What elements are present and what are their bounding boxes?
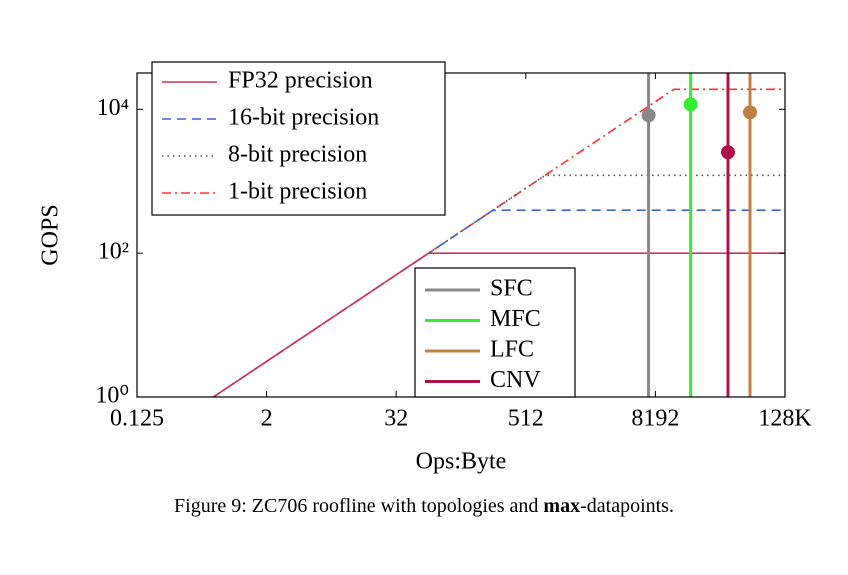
legend-label: CNV (490, 367, 541, 393)
caption-text: -datapoints. (580, 495, 674, 517)
x-tick-label: 2 (261, 406, 273, 432)
legend-label: 16-bit precision (228, 105, 379, 131)
datapoint (720, 145, 735, 160)
caption: Figure 9: ZC706 roofline with topologies… (174, 495, 674, 517)
x-tick-label: 8192 (631, 406, 679, 432)
datapoint (743, 105, 758, 120)
legend-label: FP32 precision (228, 68, 373, 94)
x-tick-label: 128K (758, 406, 812, 432)
x-tick-label: 32 (384, 406, 408, 432)
x-tick-label: 512 (508, 406, 544, 432)
legend-label: 1-bit precision (228, 179, 367, 205)
y-tick-label: 10⁰ (95, 383, 129, 409)
legend-label: 8-bit precision (228, 142, 367, 168)
caption-text: max (543, 495, 580, 517)
legend-label: SFC (490, 276, 533, 302)
x-axis-title: Ops:Byte (416, 449, 507, 475)
y-tick-label: 10² (98, 239, 129, 265)
legend-label: MFC (490, 306, 541, 332)
roofline (212, 252, 785, 397)
x-tick-label: 0.125 (110, 406, 164, 432)
datapoint (683, 97, 698, 112)
y-tick-label: 10⁴ (97, 95, 129, 121)
plot-area (212, 73, 785, 397)
legend-box (151, 61, 446, 216)
legend-label: LFC (490, 337, 534, 363)
datapoint (641, 108, 656, 123)
y-axis-title: GOPS (38, 204, 64, 265)
caption-text: Figure 9: ZC706 roofline with topologies… (174, 495, 543, 517)
